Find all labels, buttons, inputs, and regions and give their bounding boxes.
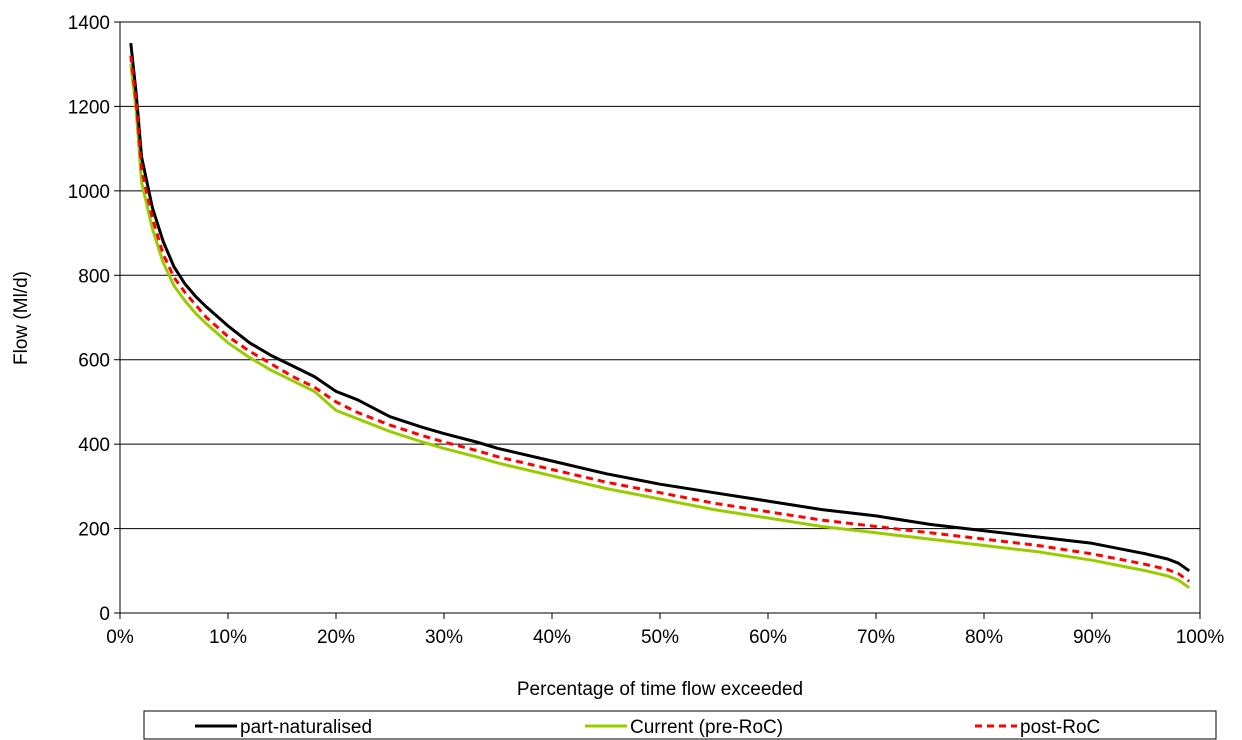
x-tick-label: 0% bbox=[106, 627, 134, 648]
x-axis: 0% 10% 20% 30% 40% 50% 60% 70% 80% 90% 100% bbox=[106, 613, 1224, 648]
y-tick-label: 800 bbox=[78, 266, 110, 287]
legend: part-naturalised Current (pre-RoC) post-… bbox=[143, 710, 1217, 740]
series-line-current-pre-roc bbox=[129, 64, 1191, 589]
x-tick-label: 90% bbox=[1073, 627, 1111, 648]
legend-label-current: Current (pre-RoC) bbox=[630, 717, 783, 738]
y-tick-label: 1400 bbox=[68, 13, 110, 34]
series-lines bbox=[129, 42, 1191, 589]
x-tick-label: 100% bbox=[1176, 627, 1225, 648]
plot-area bbox=[119, 21, 1201, 614]
x-tick-label: 30% bbox=[425, 627, 463, 648]
y-axis-title: Flow (Ml/d) bbox=[11, 271, 32, 365]
y-tick-label: 400 bbox=[78, 435, 110, 456]
y-tick-label: 0 bbox=[99, 604, 110, 625]
series-line-post-roc bbox=[129, 55, 1191, 583]
legend-box bbox=[143, 710, 1217, 740]
y-tick-label: 600 bbox=[78, 351, 110, 372]
x-tick-label: 10% bbox=[209, 627, 247, 648]
x-axis-title: Percentage of time flow exceeded bbox=[517, 679, 803, 700]
legend-label-part-naturalised: part-naturalised bbox=[240, 717, 372, 738]
series-line-part-naturalised bbox=[129, 42, 1191, 573]
x-tick-label: 70% bbox=[857, 627, 895, 648]
y-tick-label: 1200 bbox=[68, 97, 110, 118]
y-tick-label: 200 bbox=[78, 520, 110, 541]
x-tick-label: 50% bbox=[641, 627, 679, 648]
x-tick-label: 60% bbox=[749, 627, 787, 648]
y-tick-label: 1000 bbox=[68, 182, 110, 203]
x-tick-label: 20% bbox=[317, 627, 355, 648]
y-axis: 0 200 400 600 800 1000 1200 1400 bbox=[68, 13, 120, 625]
gridlines bbox=[120, 105, 1200, 530]
x-tick-label: 80% bbox=[965, 627, 1003, 648]
x-tick-label: 40% bbox=[533, 627, 571, 648]
legend-label-post-roc: post-RoC bbox=[1020, 717, 1100, 738]
